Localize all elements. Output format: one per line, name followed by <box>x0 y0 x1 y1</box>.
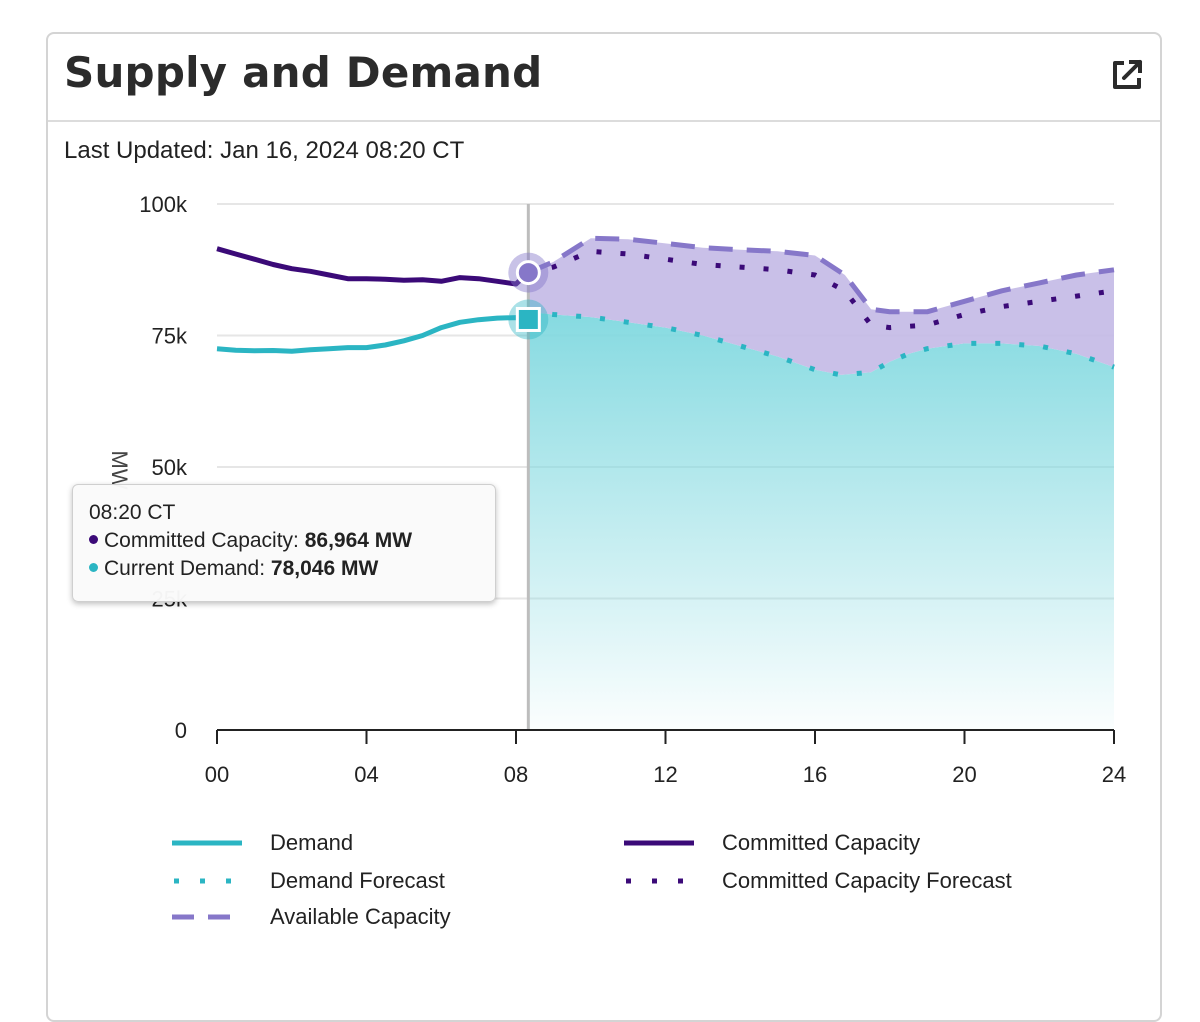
y-tick-label-0: 0 <box>175 718 187 743</box>
x-tick-label-00: 00 <box>205 762 229 787</box>
series-line-demand <box>216 315 529 354</box>
available-capacity-area <box>528 238 1114 375</box>
legend-swatch-committed-capacity <box>624 840 694 846</box>
tooltip-label-committed: Committed Capacity: <box>104 529 305 552</box>
external-link-icon[interactable] <box>1108 56 1146 94</box>
x-tick-label-24: 24 <box>1102 762 1126 787</box>
legend-item-demand[interactable]: Demand <box>172 830 353 856</box>
legend-label-committed-capacity: Committed Capacity <box>722 830 921 855</box>
y-axis-title: MW <box>107 450 132 489</box>
tooltip-row-committed: Committed Capacity: 86,964 MW <box>89 527 479 555</box>
tooltip-value-demand: 78,046 MW <box>270 557 379 580</box>
marker-current-demand <box>515 306 541 332</box>
tooltip-dot-demand <box>89 562 98 572</box>
x-tick-label-20: 20 <box>952 762 976 787</box>
tooltip-row-demand: Current Demand: 78,046 MW <box>89 555 479 583</box>
legend-swatch-demand-forecast <box>174 878 242 884</box>
legend-item-available-capacity[interactable]: Available Capacity <box>172 904 451 930</box>
y-tick-label-50k: 50k <box>152 455 188 480</box>
legend-swatch-available-capacity <box>172 914 242 920</box>
legend-label-demand-forecast: Demand Forecast <box>270 868 445 893</box>
card-header: Supply and Demand <box>48 34 1160 122</box>
series-line-available-capacity <box>527 235 1115 315</box>
legend-label-available-capacity: Available Capacity <box>270 904 451 929</box>
tooltip-time: 08:20 CT <box>89 501 176 524</box>
y-tick-label-100k: 100k <box>139 192 188 217</box>
series-line-committed-capacity-forecast <box>527 248 1115 331</box>
tooltip-value-committed: 86,964 MW <box>304 529 413 552</box>
tooltip-label-demand: Current Demand: <box>104 557 271 580</box>
legend-item-committed-capacity-forecast[interactable]: Committed Capacity Forecast <box>624 868 1012 894</box>
legend-label-committed-capacity-forecast: Committed Capacity Forecast <box>722 868 1012 893</box>
chart-tooltip: 08:20 CT Committed Capacity: 86,964 MW C… <box>72 484 496 602</box>
legend-swatch-demand <box>172 840 242 846</box>
x-tick-label-12: 12 <box>653 762 677 787</box>
tooltip-dot-committed <box>89 534 98 544</box>
series-line-committed-capacity <box>216 246 530 287</box>
x-tick-label-08: 08 <box>504 762 528 787</box>
legend-item-committed-capacity[interactable]: Committed Capacity <box>624 830 920 856</box>
card-title: Supply and Demand <box>64 48 543 97</box>
last-updated: Last Updated: Jan 16, 2024 08:20 CT <box>64 137 465 164</box>
x-tick-label-04: 04 <box>354 762 378 787</box>
legend-label-demand: Demand <box>270 830 354 855</box>
marker-committed-capacity <box>515 260 541 286</box>
demand-forecast-area <box>528 311 1114 730</box>
legend-swatch-committed-capacity-forecast <box>626 878 694 884</box>
series-line-demand-forecast <box>528 309 1115 378</box>
x-tick-label-16: 16 <box>803 762 827 787</box>
y-tick-label-75k: 75k <box>152 324 188 349</box>
legend-item-demand-forecast[interactable]: Demand Forecast <box>172 868 445 894</box>
